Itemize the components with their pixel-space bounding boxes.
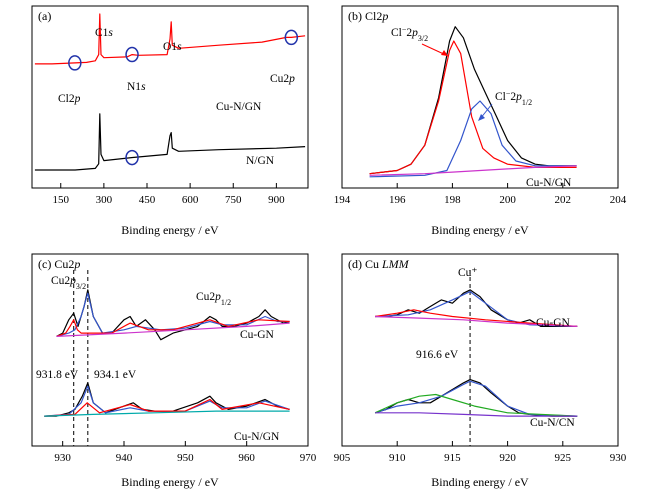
- panel-b-x-tick-label: 204: [610, 194, 627, 206]
- panel-b-cl2p12-label: Cl−2p1/2: [495, 89, 532, 107]
- panel-d-x-tick-label: 910: [389, 452, 406, 464]
- panel-d-x-tick-label: 915: [444, 452, 461, 464]
- panel-d-series-line-2: [375, 309, 578, 327]
- panel-d-series-label-cu-gn: Cu-GN: [536, 317, 571, 329]
- panel-c-x-tick-label: 950: [177, 452, 194, 464]
- panel-d-cu-plus-label: Cu⁺: [458, 267, 478, 279]
- panel-c-series-line-1: [56, 292, 290, 337]
- panel-d-ref-label: 916.6 eV: [416, 349, 459, 361]
- panel-a-cl2p-label: Cl2p: [58, 93, 81, 105]
- panel-c-ref-label-934: 934.1 eV: [94, 369, 137, 381]
- panel-b-label: (b) Cl2p: [348, 9, 388, 23]
- panel-c-cu2p32-label: Cu2p3/2: [51, 275, 86, 291]
- panel-a-o1s-label: O1s: [163, 41, 182, 53]
- panel-a-x-tick-label: 900: [268, 194, 285, 206]
- panel-d-x-axis-title: Binding energy / eV: [431, 475, 529, 489]
- panel-a-lines: [34, 13, 306, 171]
- panel-c-x-tick-label: 940: [116, 452, 133, 464]
- panel-a-series-line-1: [34, 113, 306, 171]
- panel-a-n1s-label: N1s: [127, 81, 146, 93]
- panel-a-x-tick-label: 450: [139, 194, 156, 206]
- panel-c-series-line-7: [44, 410, 290, 417]
- panel-d-label: (d) Cu LMM: [348, 257, 410, 271]
- panel-d-series-line-5: [374, 380, 578, 417]
- panel-b-cl2p32-label: Cl−2p3/2: [391, 25, 428, 43]
- panel-a-marker-circle: [68, 55, 82, 71]
- panel-c-ref-label-931: 931.8 eV: [36, 369, 79, 381]
- panel-a-x-tick-label: 300: [96, 194, 113, 206]
- panel-c-series-line-5: [44, 385, 290, 417]
- panel-d-series-line-7: [375, 412, 578, 417]
- panel-d-lines: [374, 289, 578, 417]
- panel-a-series-label-n-gn: N/GN: [246, 155, 275, 167]
- panel-c-series-line-3: [56, 322, 290, 337]
- panel-c-series-line-6: [44, 398, 290, 417]
- panel-d-frame: [341, 253, 619, 447]
- panel-b-x-tick-label: 198: [444, 194, 461, 206]
- panel-b-series-line-3: [369, 165, 577, 176]
- panel-c-series-label-cu-n-gn: Cu-N/GN: [234, 431, 280, 443]
- panel-c-lines: [44, 289, 290, 417]
- panel-b-x-tick-label: 200: [499, 194, 516, 206]
- panel-c-x-tick-label: 930: [54, 452, 71, 464]
- panel-d-series-line-3: [375, 315, 578, 327]
- panel-d-x-ticks: 905 910 915 920 925 930: [334, 441, 627, 464]
- panel-b-x-ticks: 194 196 198 200 202 204: [334, 183, 627, 206]
- panel-b: (b) Cl2p 194 196 198 200 202 204 Binding ener…: [334, 5, 627, 237]
- panel-b-series-line-1: [369, 40, 577, 175]
- panel-d-series-label-cu-n-cn: Cu-N/CN: [530, 417, 575, 429]
- panel-a-x-tick-label: 750: [225, 194, 242, 206]
- panel-a: (a) 150 300 450 600 750 900 Binding energy / …: [31, 5, 309, 237]
- panel-c-x-tick-label: 960: [238, 452, 255, 464]
- panel-b-cl2p32-arrowhead: [441, 50, 448, 56]
- panel-a-x-ticks: 150 300 450 600 750 900: [53, 183, 285, 206]
- panel-b-frame: [341, 5, 619, 189]
- panel-a-cu2p-label: Cu2p: [270, 73, 295, 85]
- panel-a-x-tick-label: 600: [182, 194, 199, 206]
- panel-d-x-tick-label: 925: [555, 452, 572, 464]
- panel-a-markers: [68, 29, 299, 166]
- panel-d-series-line-4: [374, 379, 578, 417]
- panel-c-series-label-cu-gn: Cu-GN: [240, 329, 275, 341]
- panel-a-x-tick-label: 150: [53, 194, 70, 206]
- panel-b-series-line-0: [369, 26, 577, 175]
- panel-a-x-axis-title: Binding energy / eV: [121, 223, 219, 237]
- panel-c-frame: [31, 253, 309, 447]
- panel-b-series-label: Cu-N/GN: [526, 177, 572, 189]
- panel-c-x-ticks: 930 940 950 960 970: [54, 441, 317, 464]
- panel-b-x-tick-label: 202: [555, 194, 572, 206]
- panel-a-marker-circle: [125, 149, 139, 166]
- panel-a-marker-circle: [284, 29, 299, 46]
- panel-c-reference-lines: [73, 270, 89, 446]
- panel-c-x-tick-label: 970: [300, 452, 317, 464]
- panel-d-series-line-0: [375, 289, 578, 327]
- panel-d: (d) Cu LMM 905 910 915 920 925 930 Binding en…: [334, 253, 627, 489]
- panel-a-c1s-label: C1s: [95, 27, 113, 39]
- panel-c-cu2p12-label: Cu2p1/2: [196, 291, 231, 307]
- panel-d-x-tick-label: 905: [334, 452, 351, 464]
- panel-d-x-tick-label: 930: [610, 452, 627, 464]
- panel-a-marker-circle: [125, 46, 139, 63]
- panel-b-series-line-2: [369, 100, 577, 178]
- panel-c-series-line-2: [56, 319, 290, 337]
- panel-b-x-tick-label: 196: [389, 194, 406, 206]
- panel-b-cl2p12-arrowhead: [478, 114, 485, 121]
- panel-b-lines: [369, 26, 577, 178]
- panel-d-series-line-6: [374, 393, 578, 417]
- panel-b-x-axis-title: Binding energy / eV: [431, 223, 529, 237]
- panel-c: (c) Cu2p 930 940 950 960 970 Binding energy …: [31, 253, 317, 489]
- panel-a-frame: [31, 5, 309, 189]
- panel-c-x-axis-title: Binding energy / eV: [121, 475, 219, 489]
- panel-b-x-tick-label: 194: [334, 194, 351, 206]
- panel-a-series-label-cu-n-gn: Cu-N/GN: [216, 101, 262, 113]
- panel-a-label: (a): [38, 9, 51, 23]
- panel-a-series-line-0: [34, 13, 306, 65]
- panel-d-x-tick-label: 920: [499, 452, 516, 464]
- panel-c-label: (c) Cu2p: [38, 257, 80, 271]
